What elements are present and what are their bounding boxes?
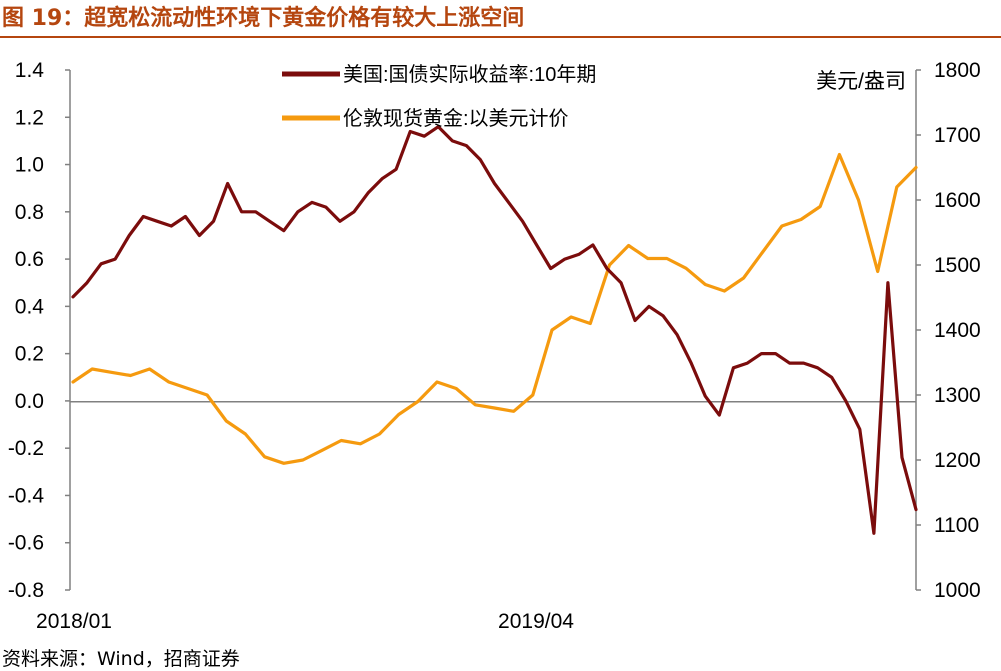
x-tick-label: 2019/04 — [498, 610, 574, 633]
left-tick-label: -0.6 — [8, 532, 44, 555]
left-tick-label: -0.2 — [8, 437, 44, 460]
right-tick-label: 1200 — [934, 449, 981, 472]
right-tick-label: 1100 — [934, 514, 979, 537]
left-tick-label: 0.6 — [15, 248, 44, 271]
series-line-real-yield — [71, 125, 918, 535]
figure-title: 图 19：超宽松流动性环境下黄金价格有较大上涨空间 — [2, 6, 525, 31]
right-tick-label: 1500 — [934, 254, 981, 277]
left-tick-label: 1.4 — [15, 59, 45, 82]
left-tick-label: -0.4 — [8, 484, 45, 507]
right-tick-label: 1000 — [934, 579, 981, 602]
left-tick-label: 0.2 — [15, 343, 44, 366]
left-tick-label: 1.2 — [15, 106, 44, 129]
left-tick-label: 0.4 — [15, 295, 45, 318]
right-tick-label: 1400 — [934, 319, 981, 342]
right-tick-label: 1600 — [934, 189, 981, 212]
title-rule — [0, 36, 1001, 38]
right-tick-label: 1700 — [934, 124, 981, 147]
right-axis-unit-label: 美元/盎司 — [816, 70, 906, 93]
legend-label: 伦敦现货黄金:以美元计价 — [343, 107, 569, 130]
right-tick-label: 1800 — [934, 59, 981, 82]
source-note: 资料来源：Wind，招商证券 — [2, 648, 240, 670]
legend-label: 美国:国债实际收益率:10年期 — [343, 63, 596, 86]
left-tick-label: 0.8 — [15, 201, 44, 224]
x-tick-label: 2018/01 — [36, 610, 112, 633]
right-tick-label: 1300 — [934, 384, 981, 407]
left-tick-label: 0.0 — [15, 390, 44, 413]
left-tick-label: -0.8 — [8, 579, 44, 602]
left-tick-label: 1.0 — [15, 154, 44, 177]
series-line-gold-price — [71, 152, 918, 465]
